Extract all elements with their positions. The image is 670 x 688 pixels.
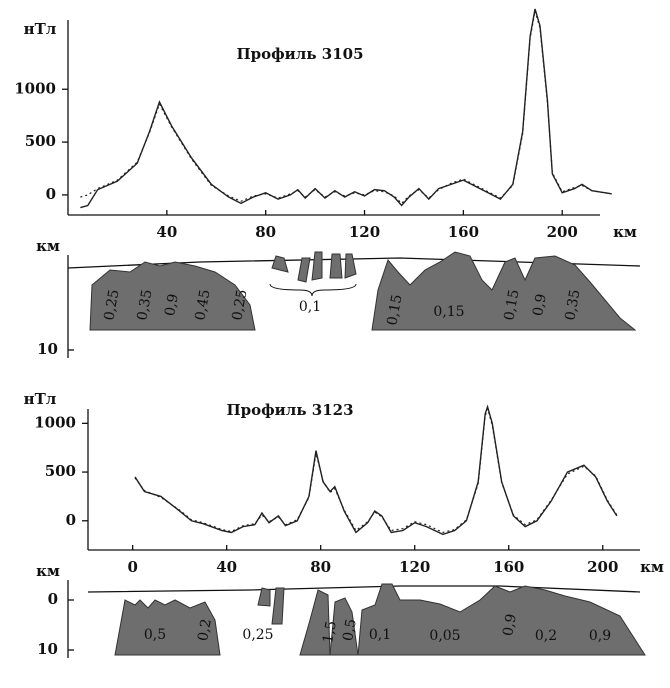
section-2 — [87, 583, 646, 656]
body-label: 0,5 — [340, 618, 360, 643]
depth-axis-label: км — [36, 237, 60, 255]
body-label: 0,25 — [229, 288, 250, 321]
x-tick-label: 160 — [448, 223, 479, 241]
x-tick-label: 120 — [399, 558, 430, 576]
body-label: 0,25 — [242, 627, 273, 643]
body-label: 0,35 — [562, 288, 583, 321]
body-label: 0,2 — [195, 618, 215, 643]
body-label: 0,1 — [369, 627, 391, 643]
x-axis-unit: км — [640, 558, 664, 576]
x-tick-label: 80 — [255, 223, 276, 241]
body-label: 0,15 — [501, 288, 522, 321]
body-label: 0,9 — [162, 293, 182, 318]
chart-title: Профиль 3105 — [236, 45, 363, 63]
body-label: 0,9 — [589, 628, 611, 644]
data-line — [134, 406, 618, 534]
body — [89, 261, 256, 331]
body — [311, 251, 323, 281]
depth-tick-label: 10 — [37, 340, 58, 358]
surface-line — [87, 585, 641, 593]
x-tick-label: 120 — [349, 223, 380, 241]
y-tick-label: 0 — [66, 511, 76, 529]
body — [114, 599, 221, 656]
x-tick-label: 200 — [547, 223, 578, 241]
data-line — [80, 10, 612, 205]
body-label: 0,45 — [192, 288, 213, 321]
body — [271, 255, 289, 273]
data-line — [134, 404, 618, 536]
depth-tick-label: 0 — [48, 590, 58, 608]
y-tick-label: 1000 — [34, 413, 76, 431]
body — [329, 253, 343, 279]
body-label: 0,25 — [101, 288, 122, 321]
y-tick-label: 500 — [45, 462, 76, 480]
x-tick-label: 80 — [310, 558, 331, 576]
x-axis-unit: км — [613, 223, 637, 241]
x-tick-label: 200 — [587, 558, 618, 576]
body-label: 1,5 — [320, 620, 340, 645]
depth-axis-label: км — [36, 562, 60, 580]
body-label: 0,2 — [535, 628, 557, 644]
body-label: 0,9 — [530, 293, 550, 318]
body — [257, 587, 271, 607]
y-axis-label: нТл — [24, 390, 57, 408]
body — [344, 253, 357, 279]
body — [299, 589, 331, 656]
x-tick-label: 160 — [493, 558, 524, 576]
body-label: 0,1 — [299, 299, 321, 315]
depth-tick-label: 10 — [37, 640, 58, 658]
body-label: 0,15 — [433, 304, 464, 320]
section-1 — [67, 251, 641, 331]
surface-line — [67, 257, 641, 269]
bracket — [269, 283, 357, 297]
chart-title: Профиль 3123 — [226, 401, 353, 419]
body-label: 0,15 — [384, 293, 405, 326]
body-label: 0,9 — [500, 613, 520, 638]
body-label: 0,05 — [429, 628, 460, 644]
x-tick-label: 0 — [127, 558, 137, 576]
x-tick-label: 40 — [216, 558, 237, 576]
y-axis-label: нТл — [24, 20, 57, 38]
y-tick-label: 1000 — [14, 79, 56, 97]
body-label: 0,35 — [134, 288, 155, 321]
body — [297, 257, 311, 283]
body-label: 0,5 — [144, 627, 166, 643]
body — [371, 251, 637, 331]
body — [329, 597, 359, 656]
x-tick-label: 40 — [156, 223, 177, 241]
body — [271, 587, 285, 625]
body — [357, 583, 646, 656]
y-tick-label: 0 — [46, 185, 56, 203]
data-line — [80, 8, 612, 209]
y-tick-label: 500 — [25, 132, 56, 150]
